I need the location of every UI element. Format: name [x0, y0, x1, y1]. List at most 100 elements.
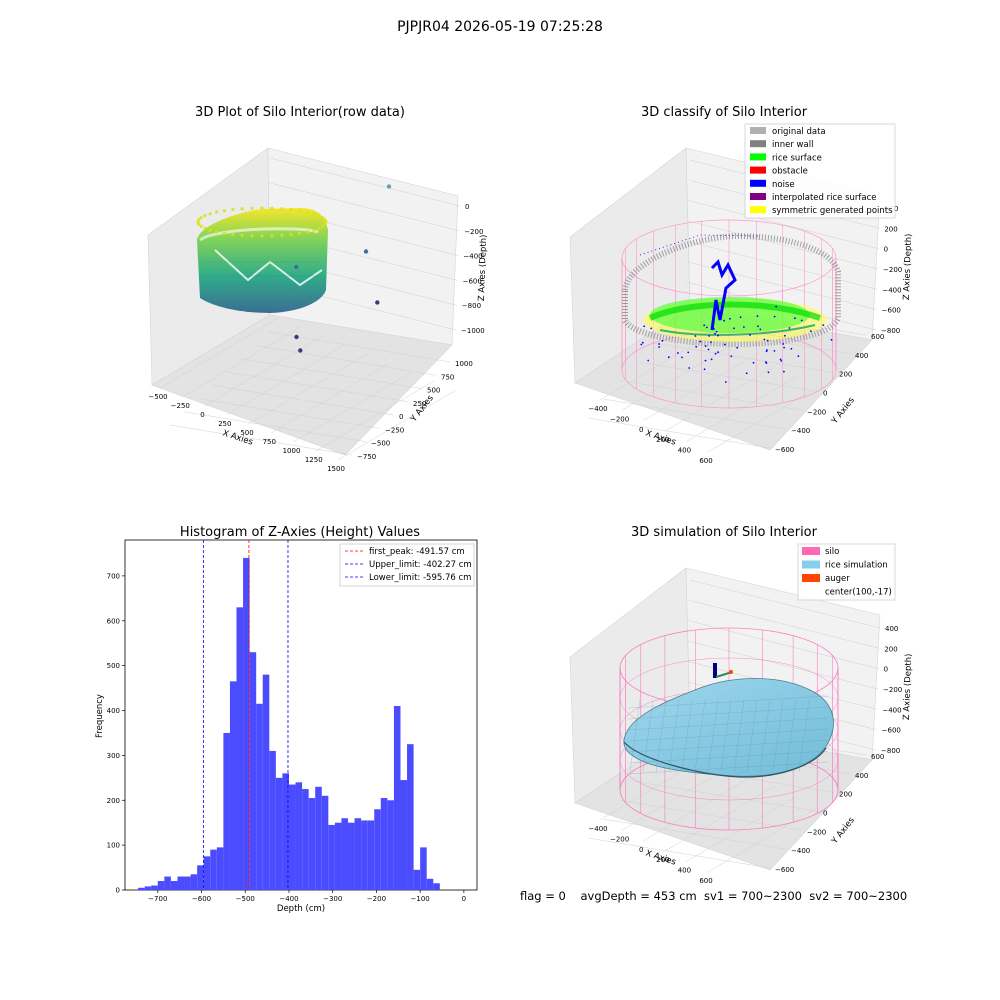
histogram-bar: [413, 869, 421, 890]
raw3d-zgrid-line: [269, 182, 460, 232]
sim3d-ytick-label: 600: [871, 753, 884, 761]
raw3d-wall-point: [203, 214, 207, 218]
raw3d-wall-point: [222, 209, 226, 213]
classify3d-noise-point: [773, 350, 776, 352]
raw3d-wall-point: [289, 232, 293, 237]
classify3d-xlabel: X Axies: [644, 428, 677, 447]
raw3d-ygrid-line: [183, 411, 367, 442]
sim3d-rice-mesh-line: [627, 706, 829, 720]
classify3d-ztick-label: −400: [882, 286, 901, 294]
raw3d-ytick-label: 250: [413, 400, 426, 408]
histogram-limit-lines: [202, 540, 289, 890]
histogram-ytick-label: 400: [107, 707, 120, 715]
sim3d-ticks: −400−2000200400600−600−400−2000200400600…: [588, 625, 902, 885]
classify3d-ytick-label: −600: [775, 446, 794, 454]
histogram-bar: [354, 818, 362, 890]
sim3d-xtick-label: −400: [588, 825, 607, 833]
histogram-bar: [275, 777, 283, 890]
classify3d-noise-point: [729, 317, 731, 320]
raw3d-wall-point: [197, 218, 201, 222]
raw3d-xtick-label: 250: [218, 420, 231, 428]
classify3d-legend-swatch: [750, 127, 766, 134]
classify3d-noise-point: [766, 339, 769, 342]
classify3d-noise-point: [710, 341, 712, 344]
histogram-xtick-label: 0: [462, 895, 466, 903]
classify3d-noise-point: [784, 334, 786, 337]
histogram-legend-label: first_peak: -491.57 cm: [369, 547, 465, 557]
classify3d-noise-point: [703, 368, 706, 371]
raw3d-xgrid-line: [182, 326, 301, 398]
histogram-bar: [256, 703, 263, 890]
classify3d-legend-label: inner wall: [772, 140, 813, 150]
classify3d-noise-point: [640, 343, 643, 346]
raw3d-wall-point: [312, 228, 316, 232]
classify3d-noise-point: [667, 356, 670, 359]
classify3d-noise-point: [708, 335, 711, 337]
raw3d-xgrid-line: [271, 362, 390, 434]
sim3d-rice-mesh-line: [627, 761, 829, 775]
classify3d-title: 3D classify of Silo Interior: [641, 105, 808, 120]
raw3d-ztick-label: −200: [464, 228, 483, 236]
classify3d-noise-point: [733, 327, 735, 330]
classify3d-legend: original data inner wall rice surface obsta…: [744, 123, 896, 219]
histogram-bar: [197, 865, 204, 890]
raw3d-ztick-label: −400: [463, 253, 482, 261]
raw3d-wall-point: [305, 230, 309, 234]
histogram-bar: [216, 847, 224, 890]
classify3d-noise-point: [743, 326, 745, 328]
raw3d-xtick-label: 1500: [327, 465, 345, 473]
classify3d-noise-point: [765, 362, 768, 364]
classify3d-legend-label: noise: [772, 180, 795, 190]
raw3d-outlier-point: [298, 348, 303, 353]
classify3d-ytick-label: 400: [855, 352, 868, 360]
raw3d-wall-point: [323, 218, 327, 222]
classify3d-noise-point: [797, 355, 800, 357]
histogram-bar: [288, 784, 296, 890]
sim3d-ytick-label: −600: [775, 866, 794, 874]
histogram-ytick-label: 100: [107, 842, 120, 850]
raw3d-ygrid-line: [225, 371, 409, 403]
sim3d-zgrid-line: [687, 640, 879, 690]
sim3d-ygrid-line: [635, 781, 819, 812]
histogram-bar: [170, 881, 178, 890]
histogram-ylabel: Frequency: [95, 694, 105, 738]
sim3d-ztick-label: 400: [885, 625, 898, 633]
raw3d-title: 3D Plot of Silo Interior(row data): [195, 105, 405, 120]
histogram-bar: [236, 607, 244, 890]
classify3d-noise-point: [794, 317, 796, 320]
classify3d-noise-point: [788, 327, 791, 329]
classify3d-zgrid-line: [688, 200, 879, 249]
classify3d-xtick-label: −200: [610, 415, 629, 423]
histogram-bars: [138, 557, 440, 890]
histogram-bar: [348, 822, 355, 890]
classify3d-legend-label: obstacle: [772, 167, 808, 177]
raw3d-ytick-label: −250: [385, 426, 404, 434]
classify3d-xgrid-line: [621, 345, 732, 411]
sim3d-legend-label: rice simulation: [825, 561, 888, 571]
histogram-bar: [426, 878, 434, 890]
classify3d-noise-point: [704, 359, 707, 362]
sim3d-xtick-label: 0: [639, 846, 643, 854]
classify3d-legend-swatch: [750, 166, 766, 174]
classify3d-noise-point: [661, 339, 664, 342]
classify3d-xgrid-line: [599, 334, 711, 401]
raw3d-wall-point: [270, 234, 274, 238]
classify3d-ztick-label: −200: [883, 266, 902, 274]
raw3d-zlabel: Z Axies (Depth): [477, 234, 489, 301]
classify3d-noise-point: [790, 347, 793, 350]
raw3d-outlier-points: [196, 184, 392, 353]
raw3d-wall-point: [317, 214, 321, 218]
sim3d-ytick-label: −400: [791, 847, 810, 855]
classify3d-noise-point: [704, 345, 707, 347]
raw3d-wall-point: [317, 226, 321, 230]
sim3d-ztick-label: −400: [882, 706, 901, 714]
raw3d-xgrid-line: [159, 317, 279, 389]
classify3d-xtick-label: 200: [656, 436, 669, 444]
sim3d-xtick-label: 600: [699, 877, 712, 885]
classify3d-noise-point: [699, 340, 702, 343]
histogram-title: Histogram of Z-Axies (Height) Values: [180, 525, 420, 540]
raw3d-ygrid-line: [169, 424, 353, 456]
sim3d-rice-mesh-line: [681, 699, 693, 773]
raw3d-ygrid-line: [211, 384, 395, 416]
classify3d-noise-point: [800, 319, 803, 322]
